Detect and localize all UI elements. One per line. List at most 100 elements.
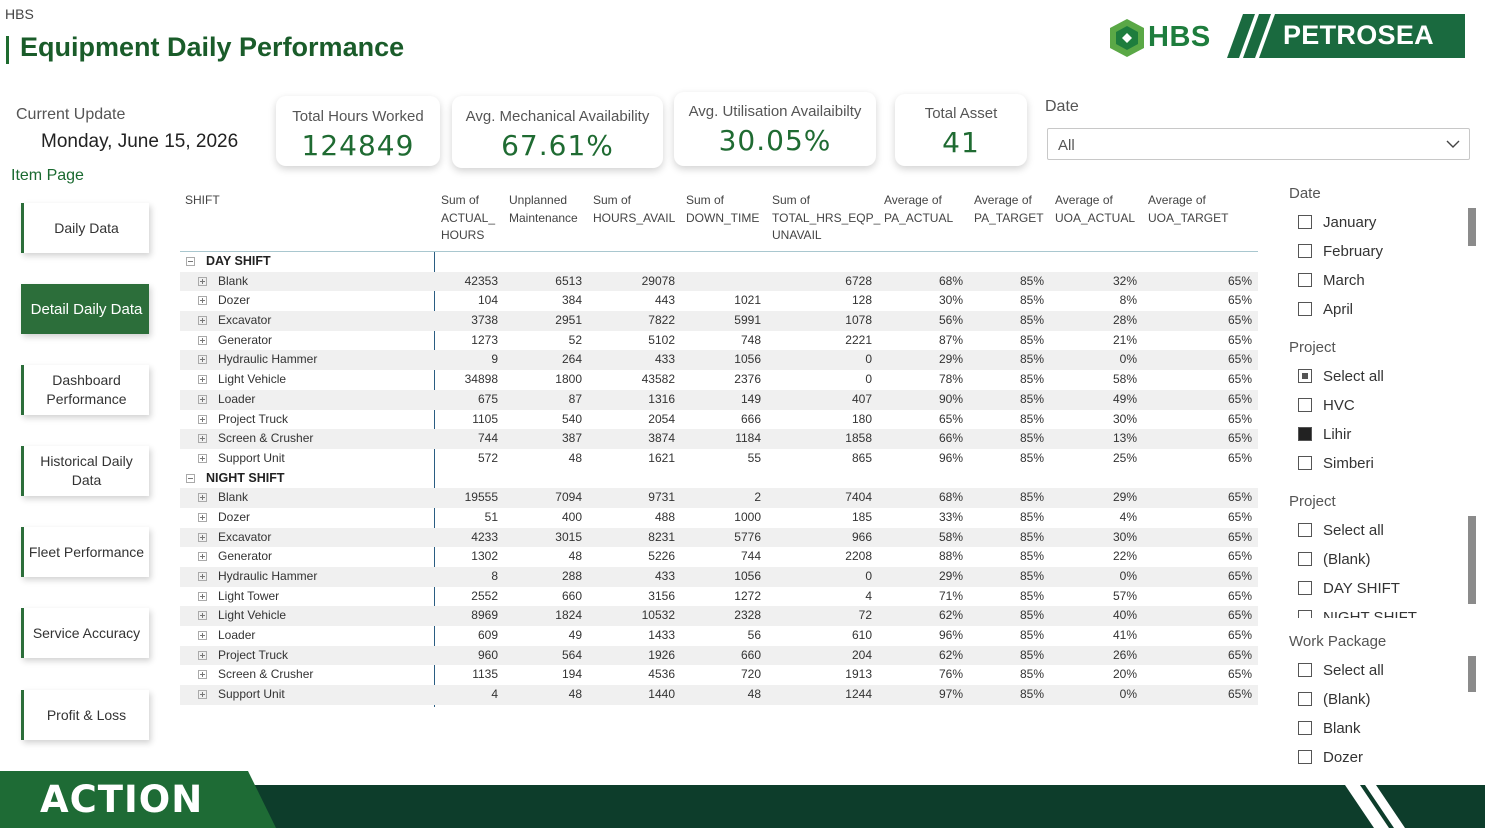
nav-button-fleet-performance[interactable]: Fleet Performance [21, 527, 149, 577]
column-header-down-time[interactable]: Sum of DOWN_TIME [686, 193, 760, 225]
column-header-hours-avail[interactable]: Sum of HOURS_AVAIL [593, 193, 676, 225]
cell-hours-avail: 1440 [648, 687, 675, 702]
table-row[interactable]: Project Truck 960 564 1926 660 204 62% 85% 26% 65… [180, 645, 1258, 666]
checkbox-icon[interactable] [1298, 692, 1312, 706]
table-row[interactable]: Light Vehicle 8969 1824 10532 2328 72 62% 85% 40… [180, 606, 1258, 627]
cell-uoa-actual: 58% [1112, 372, 1137, 387]
expand-icon[interactable] [198, 611, 207, 621]
expand-icon[interactable] [198, 650, 207, 660]
table-row[interactable]: Generator 1302 48 5226 744 2208 88% 85% 22% 65% [180, 547, 1258, 567]
expand-icon[interactable] [198, 276, 207, 286]
expand-icon[interactable] [198, 414, 207, 424]
checkbox-icon[interactable] [1298, 215, 1312, 229]
expand-icon[interactable] [198, 631, 207, 641]
checkbox-partial-icon[interactable] [1298, 369, 1312, 383]
date-filter-dropdown[interactable]: All [1047, 128, 1470, 160]
table-row[interactable]: Hydraulic Hammer 9 264 433 1056 0 29% 85% 0% 65% [180, 350, 1258, 371]
column-header-pa-target[interactable]: Average of PA_TARGET [974, 193, 1044, 225]
expand-icon[interactable] [198, 493, 207, 503]
checkbox-icon[interactable] [1298, 244, 1312, 258]
checkbox-icon[interactable] [1298, 721, 1312, 735]
column-header-actual-hours[interactable]: Sum of ACTUAL_ HOURS [441, 193, 496, 242]
expand-icon[interactable] [198, 316, 207, 326]
expand-icon[interactable] [198, 552, 207, 562]
table-row[interactable]: Loader 609 49 1433 56 610 96% 85% 41% 65% [180, 626, 1258, 646]
nav-button-dashboard-performance[interactable]: Dashboard Performance [21, 365, 149, 415]
matrix-group-row[interactable]: NIGHT SHIFT [180, 469, 1258, 489]
collapse-icon[interactable] [186, 473, 195, 483]
collapse-icon[interactable] [186, 257, 195, 266]
table-row[interactable]: Hydraulic Hammer 8 288 433 1056 0 29% 85% 0% 65% [180, 567, 1258, 587]
expand-icon[interactable] [198, 532, 207, 542]
table-row[interactable]: Project Truck 1105 540 2054 666 180 65% 85% 30% 6… [180, 410, 1258, 430]
column-header-shift[interactable]: SHIFT [185, 193, 220, 207]
cell-pa-target: 85% [1019, 293, 1044, 308]
cell-total-hrs-eqp-unavail: 1913 [845, 667, 872, 682]
checkbox-icon[interactable] [1298, 398, 1312, 412]
current-update-label: Current Update [16, 106, 126, 123]
checkbox-icon[interactable] [1298, 273, 1312, 287]
report-top-label: HBS [5, 6, 34, 22]
row-label: Hydraulic Hammer [218, 569, 318, 583]
slicer-work-package-scrollbar[interactable] [1468, 656, 1476, 692]
expand-icon[interactable] [198, 512, 207, 522]
cell-actual-hours: 4233 [471, 529, 498, 544]
column-header-unplanned-maintenance[interactable]: Unplanned Maintenance [509, 193, 578, 225]
table-row[interactable]: Excavator 3738 2951 7822 5991 1078 56% 85% 28% 65… [180, 311, 1258, 331]
table-row[interactable]: Blank 19555 7094 9731 2 7404 68% 85% 29% 65% [180, 488, 1258, 508]
kpi-value: 41 [942, 126, 980, 159]
column-header-pa-actual[interactable]: Average of PA_ACTUAL [884, 193, 954, 225]
column-header-uoa-target[interactable]: Average of UOA_TARGET [1148, 193, 1229, 225]
column-header-uoa-actual[interactable]: Average of UOA_ACTUAL [1055, 193, 1136, 225]
slicer-shift-scrollbar[interactable] [1468, 516, 1476, 604]
checkbox-checked-icon[interactable] [1298, 427, 1312, 441]
table-row[interactable]: Light Tower 2552 660 3156 1272 4 71% 85% 57% 65% [180, 587, 1258, 607]
cell-actual-hours: 744 [477, 431, 498, 446]
checkbox-icon[interactable] [1298, 523, 1312, 537]
table-row[interactable]: Screen & Crusher 1135 194 4536 720 1913 76% 85%… [180, 665, 1258, 685]
expand-icon[interactable] [198, 296, 207, 306]
cell-down-time: 1056 [734, 569, 761, 583]
checkbox-icon[interactable] [1298, 750, 1312, 764]
checkbox-icon[interactable] [1298, 581, 1312, 595]
footer-banner [0, 771, 1489, 828]
checkbox-icon[interactable] [1298, 610, 1312, 618]
nav-button-service-accuracy[interactable]: Service Accuracy [21, 608, 149, 658]
checkbox-icon[interactable] [1298, 456, 1312, 470]
checkbox-icon[interactable] [1298, 552, 1312, 566]
cell-actual-hours: 1135 [472, 667, 498, 682]
table-row[interactable]: Loader 675 87 1316 149 407 90% 85% 49% 65% [180, 389, 1258, 410]
slicer-date-scrollbar[interactable] [1468, 208, 1476, 246]
cell-uoa-actual: 41% [1112, 628, 1137, 643]
table-row[interactable]: Screen & Crusher 744 387 3874 1184 1858 66% 85%… [180, 429, 1258, 449]
expand-icon[interactable] [198, 355, 207, 365]
nav-button-detail-daily-data[interactable]: Detail Daily Data [21, 284, 149, 334]
table-row[interactable]: Blank 42353 6513 29078 6728 68% 85% 32% 65% [180, 271, 1258, 292]
matrix-group-row[interactable]: DAY SHIFT [180, 252, 1258, 272]
table-row[interactable]: Light Vehicle 34898 1800 43582 2376 0 78% 85% 58… [180, 370, 1258, 390]
expand-icon[interactable] [198, 670, 207, 680]
expand-icon[interactable] [198, 690, 207, 700]
checkbox-icon[interactable] [1298, 302, 1312, 316]
expand-icon[interactable] [198, 453, 207, 463]
table-row[interactable]: Generator 1273 52 5102 748 2221 87% 85% 21% 65% [180, 331, 1258, 351]
table-row[interactable]: Support Unit 572 48 1621 55 865 96% 85% 25% 65% [180, 449, 1258, 469]
expand-icon[interactable] [198, 394, 207, 404]
expand-icon[interactable] [198, 375, 207, 385]
expand-icon[interactable] [198, 572, 207, 581]
table-row[interactable]: Support Unit 4 48 1440 48 1244 97% 85% 0% 65% [180, 685, 1258, 705]
table-row[interactable]: Dozer 51 400 488 1000 185 33% 85% 4% 65% [180, 508, 1258, 528]
nav-button-historical-daily-data[interactable]: Historical Daily Data [21, 446, 149, 496]
cell-pa-actual: 76% [938, 667, 963, 682]
expand-icon[interactable] [198, 335, 207, 345]
table-row[interactable]: Excavator 4233 3015 8231 5776 966 58% 85% 30% 65% [180, 527, 1258, 548]
table-row[interactable]: Dozer 104 384 443 1021 128 30% 85% 8% 65% [180, 291, 1258, 311]
expand-icon[interactable] [198, 434, 207, 444]
nav-button-daily-data[interactable]: Daily Data [21, 203, 149, 253]
cell-total-hrs-eqp-unavail: 2221 [845, 332, 872, 347]
nav-button-profit-loss[interactable]: Profit & Loss [21, 690, 149, 740]
expand-icon[interactable] [198, 591, 207, 601]
column-header-total-hrs-eqp-unavail[interactable]: Sum of TOTAL_HRS_EQP_ UNAVAIL [772, 193, 881, 242]
kpi-avg-mechanical-availability: Avg. Mechanical Availability 67.61% [452, 96, 663, 168]
checkbox-icon[interactable] [1298, 663, 1312, 677]
